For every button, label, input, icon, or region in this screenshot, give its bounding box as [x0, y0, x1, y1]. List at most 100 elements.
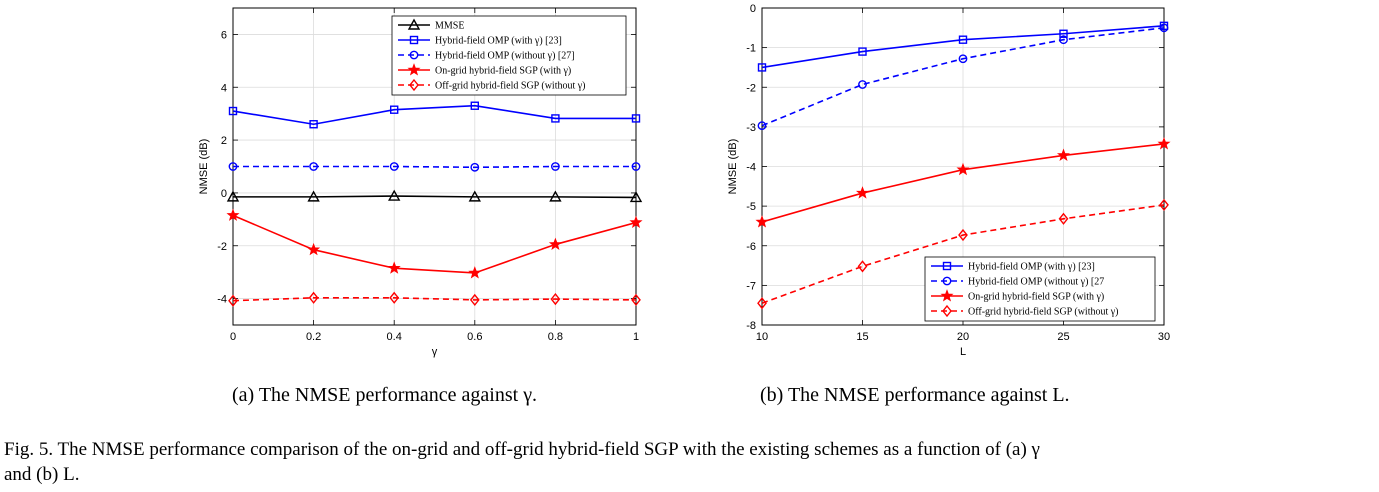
data-point: [1159, 198, 1169, 212]
data-point: [389, 291, 400, 304]
legend-item: Off-grid hybrid-field SGP (without γ): [931, 304, 1119, 318]
y-tick-label: -5: [746, 201, 756, 213]
series-line: [761, 204, 1165, 304]
y-tick-label: 4: [221, 82, 227, 94]
series-line: [761, 27, 1165, 127]
legend-label: Hybrid-field OMP (without γ) [27]: [435, 51, 575, 62]
series-line: [761, 25, 1165, 69]
data-point: [958, 228, 968, 242]
y-tick-label: -8: [746, 320, 756, 332]
data-point: [956, 162, 970, 176]
x-tick-label: 20: [957, 331, 969, 343]
data-point: [958, 54, 968, 64]
y-tick-label: 2: [221, 135, 227, 147]
data-point: [549, 190, 562, 202]
data-point: [757, 121, 767, 131]
data-point: [228, 106, 238, 116]
data-point: [858, 47, 867, 56]
x-tick-label: 15: [856, 331, 868, 343]
y-tick-label: 6: [221, 29, 227, 41]
series-line: [233, 165, 636, 169]
y-axis-label: NMSE (dB): [198, 139, 210, 195]
data-point: [470, 162, 480, 172]
data-point: [551, 114, 560, 123]
legend-marker: [940, 289, 954, 302]
data-point: [307, 190, 320, 202]
y-tick-label: -7: [746, 280, 756, 292]
legend-label: On-grid hybrid-field SGP (with γ): [968, 292, 1104, 303]
data-point: [631, 293, 641, 307]
data-point: [1058, 212, 1069, 225]
legend-label: Off-grid hybrid-field SGP (without γ): [435, 81, 586, 92]
legend-label: Hybrid-field OMP (without γ) [27: [968, 277, 1104, 288]
series-line: [232, 214, 637, 274]
x-axis-label: L: [960, 346, 966, 358]
data-point: [470, 101, 479, 110]
data-point: [1059, 29, 1068, 38]
data-point: [309, 162, 318, 171]
data-point: [757, 63, 767, 72]
figure-caption-line1: Fig. 5. The NMSE performance comparison …: [4, 439, 1040, 460]
data-point: [387, 261, 401, 274]
series-4: [226, 208, 643, 279]
series-5: [228, 291, 641, 307]
legend-label: Hybrid-field OMP (with γ) [23]: [435, 36, 562, 47]
data-point: [228, 162, 238, 171]
chart-nmse-vs-gamma: 0 0.2 0.4 0.6 0.8 1 -4 -2 0 2 4 6 γ NMSE (dB) MMSE Hybr…: [198, 7, 643, 358]
data-point: [550, 292, 561, 306]
legend-item: Off-grid hybrid-field SGP (without γ): [398, 78, 586, 92]
series-1: [757, 21, 1169, 72]
legend-label: On-grid hybrid-field SGP (with γ): [435, 66, 571, 77]
data-point: [468, 190, 481, 202]
x-tick-label: 25: [1057, 331, 1069, 343]
data-point: [1056, 148, 1071, 161]
series-line: [232, 296, 637, 302]
y-tick-label: -6: [746, 241, 756, 253]
legend-box: [924, 256, 1156, 322]
data-point: [308, 291, 319, 304]
y-tick-label: -3: [746, 122, 756, 134]
data-point: [388, 189, 401, 201]
data-point: [469, 293, 480, 307]
legend-item: Hybrid-field OMP (without γ) [27]: [398, 51, 575, 62]
x-tick-label: 0.8: [548, 331, 563, 343]
data-point: [228, 294, 238, 307]
y-tick-label: -4: [746, 162, 756, 174]
data-point: [629, 215, 643, 229]
legend-marker: [409, 50, 419, 60]
legend-label: Off-grid hybrid-field SGP (without γ): [968, 307, 1119, 318]
legend-marker: [407, 63, 421, 76]
legend-marker: [409, 78, 419, 92]
y-tick-label: 0: [221, 188, 227, 200]
legend-item: On-grid hybrid-field SGP (with γ): [398, 63, 571, 77]
figure-canvas: 0 0.2 0.4 0.6 0.8 1 -4 -2 0 2 4 6 γ NMSE (dB) MMSE Hybr…: [198, 3, 1171, 358]
y-tick-label: -2: [217, 241, 227, 253]
data-point: [309, 120, 318, 129]
data-point: [389, 162, 399, 171]
y-tick-label: -2: [746, 82, 756, 94]
data-point: [548, 237, 562, 250]
data-point: [858, 80, 867, 89]
series-2: [228, 101, 641, 129]
legend-item: On-grid hybrid-field SGP (with γ): [931, 289, 1104, 303]
y-tick-label: 0: [750, 3, 756, 15]
x-tick-label: 10: [756, 331, 768, 343]
legend-label: Hybrid-field OMP (with γ) [23]: [968, 262, 1095, 273]
data-point: [755, 215, 769, 228]
data-point: [1157, 137, 1171, 150]
data-point: [855, 186, 870, 199]
x-tick-label: 1: [633, 331, 639, 343]
data-point: [857, 260, 868, 273]
legend-marker: [942, 276, 952, 286]
legend-marker: [407, 18, 421, 30]
legend-item: Hybrid-field OMP (with γ) [23]: [931, 262, 1095, 273]
legend-marker: [942, 304, 952, 318]
legend: Hybrid-field OMP (with γ) [23] Hybrid-fie…: [924, 256, 1156, 322]
legend-label: MMSE: [435, 21, 464, 32]
data-point: [631, 114, 641, 123]
legend-item: Hybrid-field OMP (without γ) [27: [931, 277, 1104, 288]
data-point: [629, 190, 643, 203]
legend-marker: [409, 35, 419, 45]
series-3: [755, 137, 1171, 228]
x-tick-label: 0: [230, 331, 236, 343]
